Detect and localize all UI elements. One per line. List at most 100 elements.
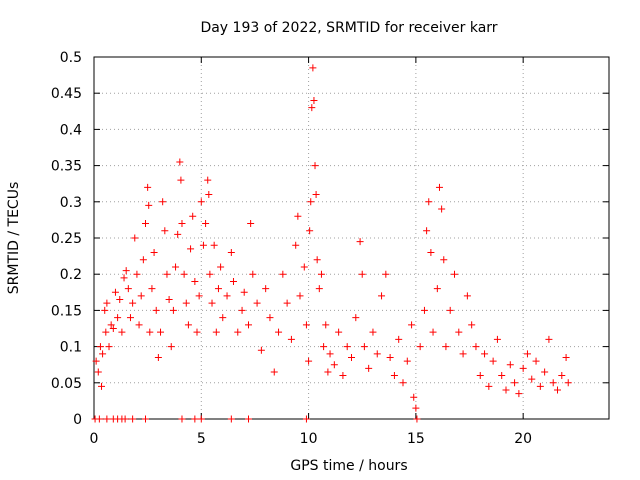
y-tick-labels: 0 0.05 0.1 0.15 0.2 0.25 0.3 0.35 0.4 0.45 0.5 [51,50,82,428]
data-point [270,368,278,376]
y-tick-label: 0.5 [60,50,82,66]
data-point [206,270,214,278]
data-point [305,357,313,365]
y-tick-label: 0.15 [51,303,82,319]
data-point [99,350,107,358]
data-point [234,328,242,336]
data-point [455,328,463,336]
data-point [126,314,134,322]
data-point [493,335,501,343]
data-point [523,350,531,358]
data-point [438,205,446,213]
data-point [187,245,195,253]
data-point [311,162,319,170]
data-point [279,270,287,278]
data-point [219,314,227,322]
data-point [296,292,304,300]
data-point [435,183,443,191]
data-point [118,328,126,336]
data-point [208,299,216,307]
x-tick-labels: 0 5 10 15 20 [90,431,533,447]
data-point [481,350,489,358]
data-point [360,343,368,351]
data-point [554,386,561,394]
data-point [129,415,137,423]
data-point [139,256,147,264]
data-point [238,306,246,314]
data-point [245,321,252,329]
data-point [227,415,235,423]
data-point [249,270,257,278]
y-tick-label: 0.2 [60,267,82,283]
data-point [283,299,291,307]
data-point [129,299,137,307]
data-point [159,198,167,206]
data-point [562,353,570,361]
data-point [459,350,467,358]
data-point [369,328,377,336]
data-point [498,372,506,380]
data-point [324,368,332,376]
y-tick-label: 0.05 [51,376,82,392]
data-point [150,248,158,256]
data-point [536,382,544,390]
data-point [202,220,210,228]
data-point [142,415,149,423]
data-point [152,306,160,314]
data-point [352,314,360,322]
data-point [309,64,317,72]
data-point [172,263,180,271]
data-point [420,306,428,314]
data-point [423,227,431,235]
grid-lines [94,57,609,419]
data-point [412,404,420,412]
data-point [315,285,323,293]
data-point [121,415,129,423]
y-tick-label: 0.4 [60,122,82,138]
data-point [413,415,421,423]
data-point [378,292,386,300]
data-point [257,346,265,354]
data-point [197,198,205,206]
data-point [294,212,302,220]
data-point [154,353,162,361]
data-point [302,415,310,423]
data-point [399,379,407,387]
data-point [165,296,173,304]
data-point [223,292,231,300]
data-point [197,415,205,423]
data-point [167,343,175,351]
data-point [163,270,171,278]
data-point [320,343,328,351]
data-point [326,350,334,358]
data-point [161,227,169,235]
plot-frame [93,56,610,420]
data-point [184,321,192,329]
data-point [451,270,458,278]
data-point [195,292,203,300]
data-point [335,328,343,336]
data-point [157,328,165,336]
data-point [135,321,143,329]
data-point [502,386,510,394]
data-point [463,292,471,300]
data-point [176,158,184,166]
data-point [403,357,411,365]
data-point [348,353,355,361]
data-point [94,368,102,376]
data-point [489,357,497,365]
data-point [103,299,111,307]
x-tick-label: 0 [90,431,99,447]
data-point [358,270,366,278]
data-point [541,368,549,376]
y-axis-label: SRMTID / TECUs [6,182,22,295]
data-point [247,220,255,228]
data-point [382,270,390,278]
data-point [317,270,325,278]
data-point [205,191,213,199]
data-point [440,256,448,264]
axis-ticks [93,56,609,420]
x-tick-label: 15 [407,431,425,447]
data-point [433,285,441,293]
